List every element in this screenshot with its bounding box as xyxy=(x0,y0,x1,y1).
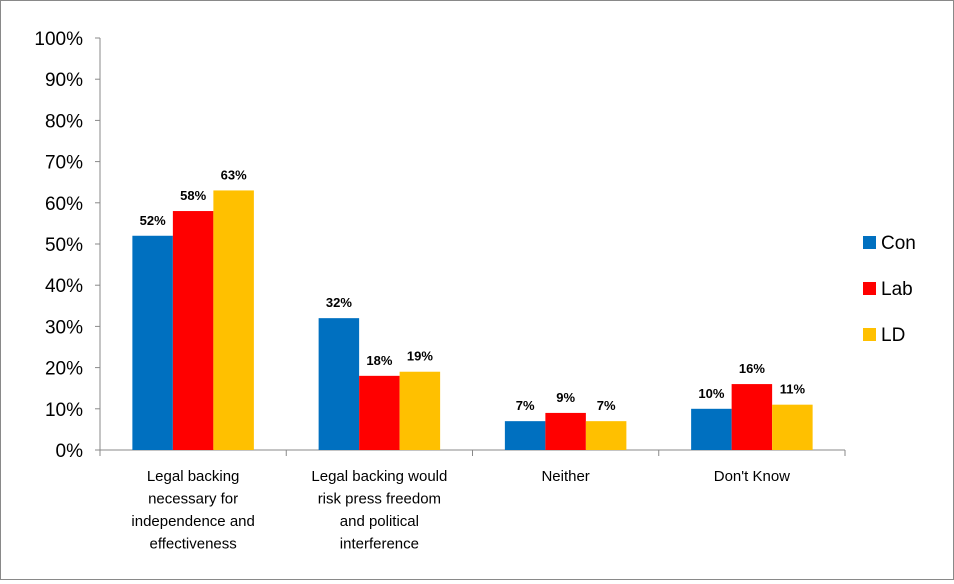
legend-label-con: Con xyxy=(881,233,916,254)
bar-lab xyxy=(172,211,214,450)
bar-ld xyxy=(772,404,813,450)
bar-ld xyxy=(213,190,254,450)
x-category-label: Legal backing necessary for independence a… xyxy=(131,468,254,553)
legend-swatch-ld xyxy=(863,328,876,341)
y-tick-label: 0% xyxy=(56,441,84,462)
y-tick-label: 10% xyxy=(45,400,83,421)
y-tick-label: 50% xyxy=(45,235,83,256)
data-label-con: 52% xyxy=(140,213,166,228)
y-tick-label: 40% xyxy=(45,276,83,297)
data-label-ld: 19% xyxy=(407,349,433,364)
data-labels: 52% 32% 7% 10% 58% 18% 9% 16% 63% 19% 7% 11% xyxy=(140,167,806,413)
y-tick-label: 70% xyxy=(45,153,83,174)
bar-con xyxy=(132,235,173,450)
bar-con xyxy=(504,421,546,450)
data-label-lab: 58% xyxy=(180,188,206,203)
x-category-label: Neither xyxy=(541,468,589,485)
bar-lab xyxy=(359,375,400,450)
legend-swatch-lab xyxy=(863,282,876,295)
data-label-con: 10% xyxy=(698,386,724,401)
x-category-label: Don't Know xyxy=(714,468,790,485)
bar-ld xyxy=(399,371,441,450)
y-tick-label: 100% xyxy=(34,29,83,50)
data-label-lab: 9% xyxy=(556,390,575,405)
bar-lab xyxy=(545,412,586,450)
bars xyxy=(132,190,813,450)
data-label-ld: 63% xyxy=(221,167,247,182)
bar-con xyxy=(691,408,732,450)
data-label-ld: 7% xyxy=(597,398,616,413)
y-tick-label: 60% xyxy=(45,194,83,215)
data-label-con: 7% xyxy=(516,398,535,413)
data-label-lab: 16% xyxy=(739,361,765,376)
y-tick-label: 80% xyxy=(45,111,83,132)
data-label-con: 32% xyxy=(326,295,352,310)
y-tick-label: 30% xyxy=(45,317,83,338)
legend-label-lab: Lab xyxy=(881,279,913,300)
y-tick-label: 90% xyxy=(45,70,83,91)
bar-con xyxy=(318,318,360,450)
legend: Con Lab LD xyxy=(863,233,916,346)
y-tick-label: 20% xyxy=(45,359,83,380)
y-axis: 0% 10% 20% 30% 40% 50% 60% 70% 80% 90% 100% xyxy=(34,29,101,462)
bar-lab xyxy=(731,384,773,450)
legend-swatch-con xyxy=(863,236,876,249)
legend-label-ld: LD xyxy=(881,325,905,346)
data-label-ld: 11% xyxy=(780,382,806,397)
x-category-label: Legal backing would risk press freedom and… xyxy=(311,468,447,553)
bar-ld xyxy=(585,421,627,450)
data-label-lab: 18% xyxy=(366,353,392,368)
x-axis: Legal backing necessary for independence a… xyxy=(99,449,846,553)
